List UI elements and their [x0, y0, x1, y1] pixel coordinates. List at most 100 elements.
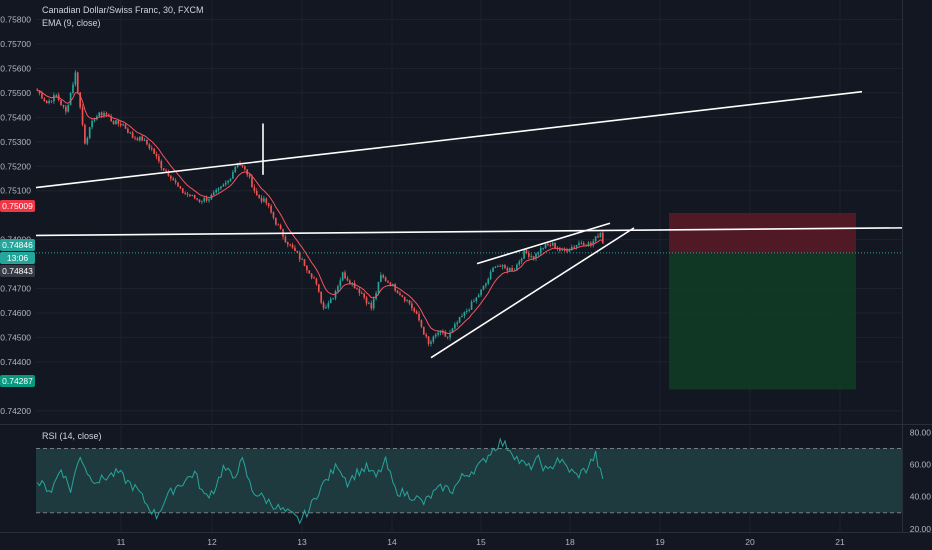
candle-body	[482, 285, 485, 290]
candle-body	[508, 268, 511, 271]
rsi-tick-label: 80.00	[910, 427, 932, 437]
rsi-legend[interactable]: RSI (14, close)	[42, 431, 102, 441]
candle-body	[334, 291, 337, 299]
candle-body	[100, 112, 103, 116]
candle-body	[563, 249, 566, 251]
long-term-resistance-trendline[interactable]	[35, 90, 863, 189]
rsi-tick-label: 60.00	[910, 460, 932, 470]
rising-wedge-support-trendline[interactable]	[430, 227, 635, 359]
candle-body	[399, 293, 401, 296]
candle-body	[375, 293, 377, 299]
candle-body	[212, 192, 215, 195]
candle-body	[146, 139, 148, 145]
candle-body	[444, 332, 447, 337]
candle-body	[437, 332, 439, 335]
candle-body	[329, 298, 332, 304]
candle-body	[241, 165, 244, 167]
drawing-layer[interactable]	[35, 90, 903, 359]
candle-body	[551, 242, 554, 246]
candle-body	[67, 104, 70, 112]
candle-body	[184, 192, 186, 194]
candle-body	[76, 72, 79, 93]
candle-body	[53, 95, 55, 102]
candle-body	[227, 180, 229, 183]
candle-body	[549, 245, 552, 246]
candle-body	[215, 190, 218, 193]
candle-body	[394, 284, 397, 291]
candle-body	[258, 195, 260, 198]
candle-body	[504, 265, 506, 269]
price-tick-label: 0.75600	[0, 63, 31, 73]
candle-body	[284, 236, 287, 243]
time-tick-label: 15	[476, 537, 486, 547]
candle-body	[530, 256, 533, 257]
candle-body	[506, 268, 509, 271]
rising-wedge-resistance-trendline[interactable]	[476, 222, 611, 265]
candle-body	[382, 275, 385, 278]
candle-body	[363, 293, 365, 298]
candle-body	[430, 341, 432, 344]
candle-body	[222, 184, 225, 187]
candle-body	[496, 265, 499, 267]
candle-body	[461, 315, 463, 318]
candle-body	[322, 302, 325, 309]
candle-body	[103, 112, 105, 116]
candle-body	[422, 326, 425, 335]
candle-body	[358, 289, 361, 294]
price-tick-label: 0.74500	[0, 332, 31, 342]
price-tick-label: 0.74600	[0, 308, 31, 318]
candle-body	[134, 137, 136, 139]
candle-body	[255, 190, 258, 196]
candle-body	[110, 116, 113, 121]
candle-body	[573, 247, 576, 248]
candle-body	[494, 266, 497, 268]
candle-body	[196, 198, 198, 200]
candle-body	[427, 336, 430, 344]
price-tick-label: 0.75400	[0, 112, 31, 122]
candle-body	[143, 139, 146, 141]
candle-body	[360, 293, 363, 294]
time-tick-label: 13	[297, 537, 307, 547]
ema-legend[interactable]: EMA (9, close)	[42, 18, 101, 28]
horizontal-resistance-trendline[interactable]	[35, 227, 903, 237]
price-tick-label: 0.74400	[0, 357, 31, 367]
candle-body	[568, 249, 571, 252]
candle-body	[532, 256, 535, 259]
candle-body	[296, 250, 299, 253]
time-tick-label: 12	[207, 537, 217, 547]
candle-body	[384, 277, 387, 282]
candle-body	[155, 153, 158, 157]
candle-body	[434, 334, 437, 337]
take-profit-zone[interactable]	[669, 252, 856, 390]
candle-body	[115, 120, 117, 125]
candle-body	[449, 332, 451, 338]
candle-body	[38, 90, 41, 94]
candle-body	[442, 331, 444, 333]
candle-body	[344, 272, 346, 279]
candle-body	[468, 309, 470, 311]
candle-body	[539, 248, 542, 254]
candle-body	[79, 92, 81, 108]
candle-body	[547, 244, 549, 246]
stop-loss-zone[interactable]	[669, 212, 856, 253]
candle-body	[570, 247, 573, 250]
price-tick-label: 0.75700	[0, 39, 31, 49]
symbol-legend[interactable]: Canadian Dollar/Swiss Franc, 30, FXCM	[42, 5, 204, 15]
candle-body	[41, 93, 43, 99]
candle-body	[559, 249, 561, 251]
ema-line	[37, 90, 603, 335]
candle-body	[301, 259, 303, 261]
candle-body	[601, 232, 604, 244]
candle-body	[55, 94, 58, 96]
candle-body	[578, 243, 580, 246]
candle-body	[158, 156, 160, 162]
candle-body	[201, 201, 203, 203]
candle-body	[229, 178, 232, 181]
candle-body	[303, 259, 306, 266]
candle-body	[451, 328, 454, 333]
candle-body	[265, 198, 268, 204]
candle-body	[112, 120, 115, 125]
price-tick-label: 0.75800	[0, 15, 31, 25]
